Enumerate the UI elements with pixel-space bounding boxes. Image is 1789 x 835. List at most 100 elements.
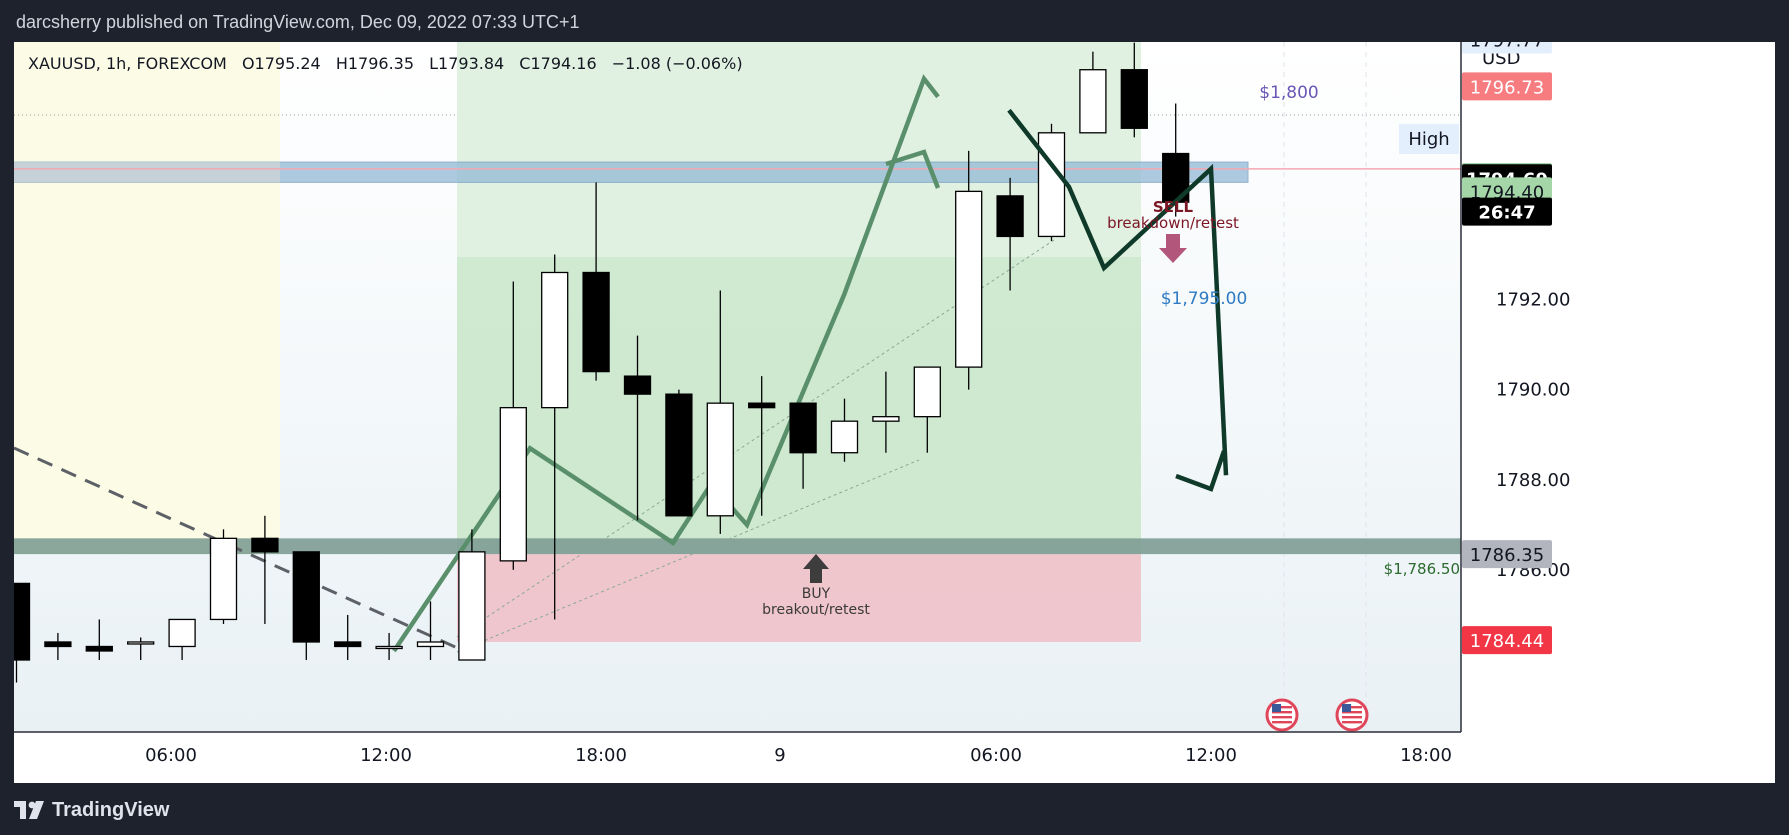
long-profit-zone <box>457 42 1141 555</box>
candle-body <box>14 582 31 661</box>
trendline-dotted-2 <box>456 459 920 653</box>
bearish-arrowhead <box>1175 450 1227 492</box>
sell-label-sub: breakdown/retest <box>1107 214 1239 232</box>
candle-body <box>789 402 817 454</box>
usd-event-flag-icon <box>1265 698 1299 732</box>
publisher-header: darcsherry published on TradingView.com,… <box>0 0 1789 42</box>
resistance-zone <box>14 161 1249 183</box>
price-tag-text: 1797.77 <box>1470 42 1544 52</box>
candle-body <box>541 271 569 409</box>
time-tick-label: 06:00 <box>970 745 1022 766</box>
time-tick-label: 18:00 <box>575 745 627 766</box>
candle-body <box>706 402 734 517</box>
candle-body <box>292 551 320 643</box>
bullish-path-arrowhead <box>885 149 941 189</box>
price-tag-bg <box>1462 540 1552 569</box>
candle <box>14 582 31 683</box>
candle <box>665 389 693 517</box>
candle <box>582 182 610 381</box>
candle-body <box>127 641 155 645</box>
price-tag-text: 1786.35 <box>1470 545 1544 566</box>
chart-frame[interactable]: SELL breakdown/retest BUY breakout/retest $1… <box>14 42 1775 783</box>
candle <box>706 290 734 534</box>
candle-body <box>872 416 900 422</box>
price-tag-bg <box>1462 42 1552 54</box>
candle <box>85 619 113 660</box>
candle <box>375 632 403 660</box>
candle-body <box>623 375 652 395</box>
published-text: darcsherry published on TradingView.com,… <box>16 12 580 32</box>
candle-body <box>830 420 859 454</box>
candle <box>251 515 279 624</box>
price-tag: 1796.73 <box>1462 72 1552 101</box>
legend-symbol[interactable]: XAUUSD, 1h, FOREXCOM <box>28 54 227 73</box>
bearish-arrow <box>1007 108 1229 476</box>
candle <box>458 529 486 661</box>
candle <box>830 398 859 462</box>
session-highlight <box>14 42 280 554</box>
time-tick-label: 06:00 <box>145 745 197 766</box>
candle <box>748 376 776 516</box>
candle <box>996 177 1024 291</box>
candle-body <box>1079 69 1107 134</box>
candle-body <box>665 393 693 517</box>
footer-brand: TradingView <box>52 799 170 821</box>
candle-body <box>1120 69 1148 129</box>
candle-body <box>748 402 776 409</box>
candle-body <box>168 618 196 648</box>
price-tag-bg <box>1462 72 1552 101</box>
resistance-zone-left <box>14 162 280 183</box>
candle <box>127 637 155 660</box>
candle <box>44 632 72 660</box>
legend-open: O1795.24 <box>241 54 321 73</box>
time-tick-label: 18:00 <box>1400 745 1452 766</box>
candle-body <box>1037 132 1066 238</box>
candle <box>1079 51 1107 134</box>
buy-label-sub: breakout/retest <box>762 602 870 618</box>
ohlc-legend: XAUUSD, 1h, FOREXCOM O1795.24 H1796.35 L… <box>28 54 753 73</box>
candle-body <box>251 537 279 553</box>
high-label-bg <box>1399 124 1459 154</box>
candle-body <box>582 271 610 373</box>
price-tag: 1784.44 <box>1462 626 1552 655</box>
candle-body <box>996 195 1024 238</box>
candle-body <box>499 407 527 562</box>
long-stop-zone <box>457 554 1141 642</box>
buy-label-title: BUY <box>802 586 831 602</box>
candle-body <box>44 641 72 648</box>
level-1800-label: $1,800 <box>1259 83 1318 103</box>
support-zone <box>14 538 1461 555</box>
legend-low: L1793.84 <box>429 54 505 73</box>
price-tick-label: 1792.00 <box>1496 290 1570 311</box>
candle <box>872 371 900 453</box>
legend-change: −1.08 (−0.06%) <box>611 54 743 73</box>
usd-event-flag-icon <box>1335 698 1369 732</box>
candle-body <box>955 190 983 368</box>
candle-body <box>209 537 238 621</box>
candle-body <box>334 641 362 648</box>
candle <box>789 402 817 489</box>
candle <box>1120 42 1148 138</box>
buy-up-arrow-icon <box>803 554 829 583</box>
price-tag-bg <box>1462 197 1552 226</box>
price-tag-text: 1784.44 <box>1470 631 1544 652</box>
level-1795-label: $1,795.00 <box>1161 289 1248 309</box>
candle <box>416 601 445 660</box>
price-tag: 26:47 <box>1462 197 1552 226</box>
candle <box>168 618 196 660</box>
candle-body <box>85 645 113 652</box>
time-tick-label: 9 <box>774 745 785 766</box>
candle <box>623 335 652 521</box>
candle <box>292 551 320 660</box>
candle <box>499 281 527 570</box>
candle <box>541 254 569 620</box>
price-tick-label: 1788.00 <box>1496 470 1570 491</box>
footer-bar: TradingView <box>0 785 1789 835</box>
candle-body <box>913 366 941 418</box>
price-tag-bg <box>1462 626 1552 655</box>
price-tag: 1786.35 <box>1462 540 1552 569</box>
time-tick-label: 12:00 <box>1185 745 1237 766</box>
long-profit-fade <box>457 42 1141 257</box>
tradingview-logo-icon[interactable] <box>14 799 48 821</box>
